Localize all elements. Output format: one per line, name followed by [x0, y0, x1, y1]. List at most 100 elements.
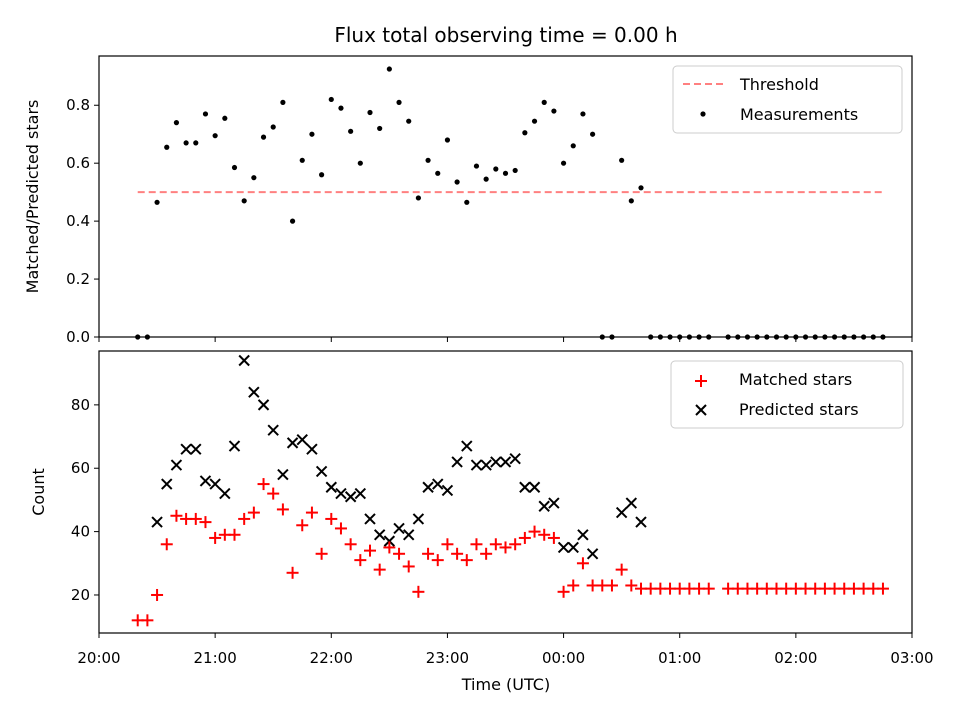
- threshold-legend-label: Threshold: [739, 75, 819, 94]
- measurement-point: [251, 175, 257, 181]
- matched-star-point: [393, 547, 406, 560]
- predicted-star-point: [325, 481, 337, 493]
- predicted-star-point: [509, 453, 521, 465]
- matched-star-point: [567, 579, 580, 592]
- predicted-star-point: [354, 487, 367, 500]
- matched-star-point: [305, 506, 318, 519]
- predicted-legend-label: Predicted stars: [739, 400, 859, 419]
- matched-star-point: [547, 531, 560, 544]
- predicted-star-point: [199, 475, 212, 487]
- measurement-point: [493, 166, 499, 172]
- predicted-star-point: [315, 465, 328, 478]
- predicted-star-point: [538, 500, 550, 512]
- matched-star-point: [518, 531, 531, 544]
- predicted-star-point: [499, 456, 512, 468]
- x-tick-label: 03:00: [890, 649, 933, 667]
- matched-star-point: [460, 554, 473, 567]
- ratio-data-layer: [135, 66, 886, 340]
- measurement-point: [299, 157, 305, 163]
- y-tick-label: 80: [71, 396, 90, 414]
- measurement-point: [309, 131, 315, 137]
- matched-star-point: [441, 538, 454, 551]
- matched-star-point: [276, 503, 289, 516]
- measurement-point: [425, 157, 431, 163]
- x-tick-label: 23:00: [426, 649, 469, 667]
- measurement-point: [212, 133, 218, 139]
- count-legend: Matched stars Predicted stars: [670, 360, 904, 429]
- predicted-star-point: [412, 513, 425, 525]
- x-tick-label: 02:00: [774, 649, 817, 667]
- measurements-legend-label: Measurements: [740, 105, 858, 124]
- x-tick-label: 01:00: [658, 649, 701, 667]
- measurement-point: [357, 160, 363, 166]
- y-tick-label: 0.8: [66, 96, 90, 114]
- predicted-star-point: [151, 516, 163, 528]
- predicted-star-point: [383, 535, 396, 547]
- measurement-point: [154, 199, 160, 205]
- y-tick-label: 0.2: [66, 270, 90, 288]
- matched-star-point: [402, 560, 415, 573]
- predicted-star-point: [548, 497, 560, 509]
- matched-star-point: [151, 588, 164, 601]
- count-panel: 20 40 60 80 20:00 21:00 22:00 23:00 00:00 01:00 0…: [29, 350, 934, 694]
- measurement-point: [570, 143, 576, 149]
- predicted-star-point: [577, 529, 589, 541]
- matched-star-point: [199, 516, 212, 529]
- matched-star-point: [605, 579, 618, 592]
- measurement-point: [386, 66, 392, 72]
- ratio-panel: 0.00.20.40.60.8 Matched/Predicted stars …: [23, 55, 913, 346]
- matched-star-point: [470, 538, 483, 551]
- count-data-layer: [131, 354, 889, 627]
- measurement-point: [541, 99, 547, 105]
- matched-star-point: [364, 544, 376, 557]
- predicted-star-point: [286, 437, 299, 449]
- matched-star-point: [141, 614, 154, 627]
- matched-star-point: [325, 512, 338, 525]
- measurements-legend-swatch: [700, 111, 706, 117]
- measurement-point: [435, 170, 441, 176]
- predicted-star-point: [296, 434, 308, 446]
- predicted-star-point: [228, 440, 241, 452]
- matched-star-point: [480, 547, 493, 560]
- matched-star-point: [489, 538, 502, 551]
- x-tick-label: 21:00: [194, 649, 237, 667]
- matched-star-point: [189, 512, 202, 525]
- measurement-point: [473, 163, 480, 169]
- measurement-point: [260, 134, 267, 140]
- predicted-star-point: [364, 513, 376, 525]
- predicted-star-point: [557, 541, 570, 554]
- predicted-star-point: [635, 516, 647, 528]
- matched-star-point: [344, 538, 357, 551]
- matched-star-point: [247, 506, 260, 519]
- measurement-point: [396, 99, 402, 105]
- matched-star-point: [354, 554, 367, 567]
- matched-star-point: [315, 547, 328, 560]
- predicted-star-point: [586, 548, 599, 560]
- measurement-point: [289, 218, 296, 224]
- measurement-point: [280, 99, 286, 105]
- matched-star-point: [702, 582, 715, 595]
- measurement-point: [502, 170, 509, 176]
- matched-star-point: [383, 541, 396, 554]
- matched-star-point: [267, 487, 280, 500]
- count-legend-box: [670, 360, 904, 429]
- predicted-star-point: [257, 399, 270, 411]
- predicted-star-point: [373, 529, 386, 541]
- y-tick-label: 20: [71, 586, 90, 604]
- predicted-star-point: [480, 459, 492, 471]
- matched-star-point: [528, 525, 541, 538]
- predicted-star-point: [170, 459, 183, 471]
- matched-star-point: [238, 512, 251, 525]
- predicted-star-point: [335, 487, 347, 500]
- predicted-star-point: [344, 491, 357, 503]
- predicted-star-point: [277, 468, 289, 481]
- x-tick-label: 22:00: [310, 649, 353, 667]
- measurement-point: [560, 160, 567, 166]
- predicted-star-point: [306, 443, 318, 455]
- ratio-axes-frame: [98, 55, 913, 338]
- predicted-star-point: [528, 481, 541, 493]
- matched-star-point: [286, 566, 299, 579]
- measurement-point: [531, 118, 538, 124]
- predicted-star-point: [248, 386, 260, 398]
